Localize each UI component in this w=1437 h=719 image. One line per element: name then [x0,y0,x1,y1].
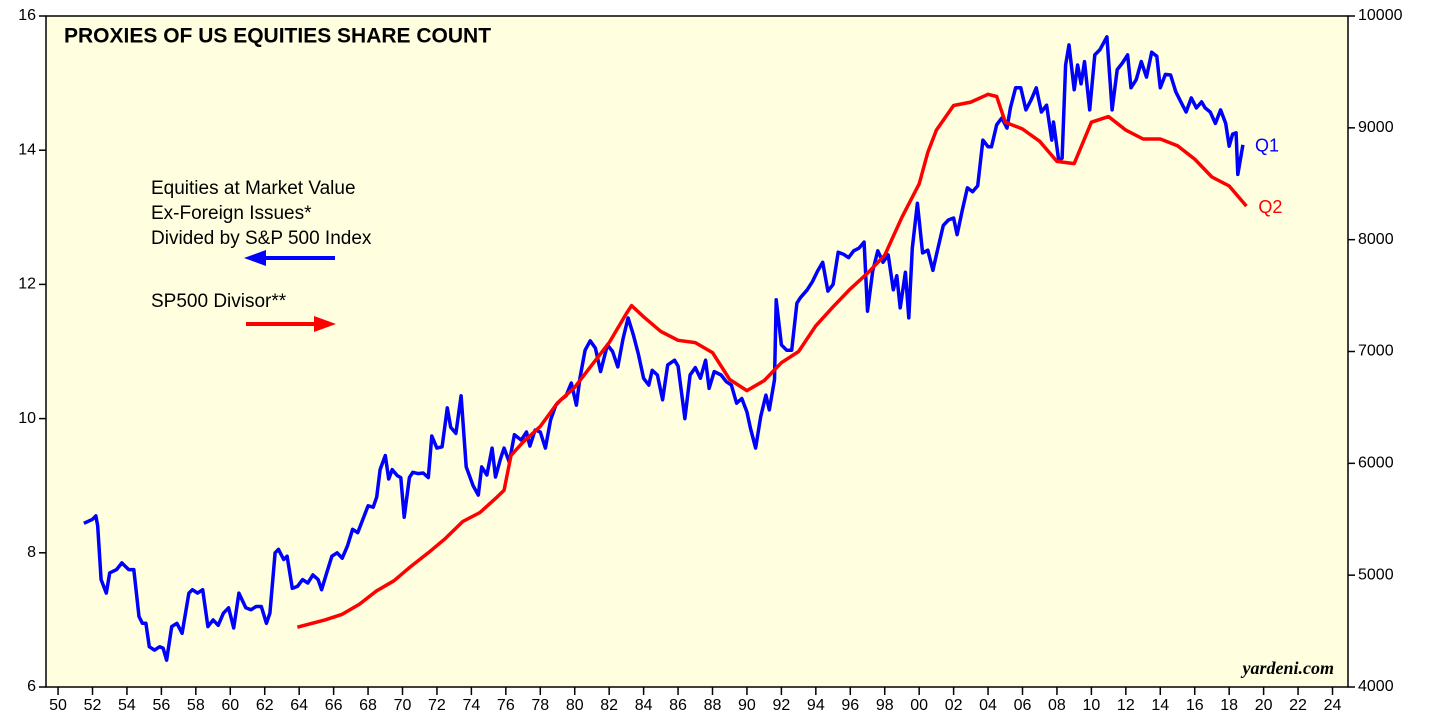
x-tick-label: 02 [945,697,963,714]
x-tick-label: 90 [738,697,756,714]
annotation: SP500 Divisor** [151,291,287,312]
x-tick-label: 04 [979,697,997,714]
x-tick-label: 60 [221,697,239,714]
x-tick-label: 12 [1117,697,1135,714]
y-tick-label: 12 [18,276,36,293]
x-tick-label: 18 [1220,697,1238,714]
plot-area [45,15,1349,688]
annotation: Divided by S&P 500 Index [151,228,372,249]
y2-tick-label: 7000 [1358,343,1394,360]
y2-tick-label: 10000 [1358,7,1403,24]
x-tick-label: 76 [497,697,515,714]
y-tick-label: 14 [18,141,36,158]
x-tick-label: 82 [600,697,618,714]
x-tick-label: 72 [428,697,446,714]
chart-title: PROXIES OF US EQUITIES SHARE COUNT [64,25,491,48]
x-tick-label: 08 [1048,697,1066,714]
x-tick-label: 10 [1082,697,1100,714]
x-tick-label: 84 [635,697,653,714]
x-tick-label: 52 [84,697,102,714]
x-tick-label: 86 [669,697,687,714]
y2-tick-label: 9000 [1358,119,1394,136]
x-tick-label: 54 [118,697,136,714]
y-tick-label: 16 [18,7,36,24]
y-tick-label: 6 [27,678,36,695]
series-line [296,92,1248,629]
x-tick-label: 96 [841,697,859,714]
source: yardeni.com [1241,658,1335,678]
x-tick-label: 78 [531,697,549,714]
x-tick-label: 70 [394,697,412,714]
y2-tick-label: 6000 [1358,455,1394,472]
y-tick-label: 10 [18,410,36,427]
x-tick-label: 50 [49,697,67,714]
y-tick-label: 8 [27,544,36,561]
x-tick-label: 66 [325,697,343,714]
x-tick-label: 20 [1255,697,1273,714]
annotation: Ex-Foreign Issues* [151,203,312,224]
series-label: Q1 [1255,136,1279,156]
x-tick-label: 94 [807,697,825,714]
x-tick-label: 22 [1289,697,1307,714]
x-tick-label: 58 [187,697,205,714]
legend-arrow [244,250,335,266]
x-tick-label: 06 [1014,697,1032,714]
legend-arrow [246,316,336,332]
y2-tick-label: 8000 [1358,231,1394,248]
x-tick-label: 24 [1324,697,1342,714]
x-tick-label: 80 [566,697,584,714]
x-tick-label: 62 [256,697,274,714]
x-tick-label: 92 [772,697,790,714]
x-tick-label: 16 [1186,697,1204,714]
annotation: Equities at Market Value [151,178,356,199]
x-tick-label: 14 [1151,697,1169,714]
x-tick-label: 98 [876,697,894,714]
x-tick-label: 74 [462,697,480,714]
x-tick-label: 88 [704,697,722,714]
x-tick-label: 56 [152,697,170,714]
y2-tick-label: 5000 [1358,566,1394,583]
y2-tick-label: 4000 [1358,678,1394,695]
series-label: Q2 [1258,197,1282,217]
x-tick-label: 64 [290,697,308,714]
x-tick-label: 00 [910,697,928,714]
x-tick-label: 68 [359,697,377,714]
